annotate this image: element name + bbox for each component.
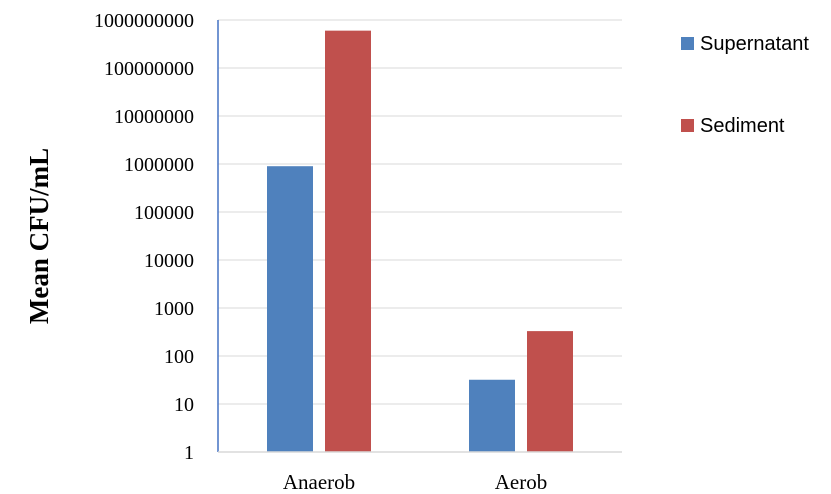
bars <box>267 30 573 453</box>
y-tick-labels: 1 10 100 1000 10000 100000 1000000 10000000 1000… <box>94 10 194 464</box>
y-tick-label: 1000 <box>154 298 194 320</box>
bar-supernatant-anaerob <box>267 166 313 453</box>
y-tick-label: 10 <box>174 394 194 416</box>
y-tick-label: 10000000 <box>114 106 194 128</box>
y-tick-label: 10000 <box>144 250 194 272</box>
x-category-label: Aerob <box>495 470 547 494</box>
bar-sediment-anaerob <box>325 30 371 452</box>
legend-swatch-sediment <box>681 119 694 132</box>
legend-label-supernatant: Supernatant <box>700 33 809 55</box>
y-axis-label: Mean CFU/mL <box>24 148 54 324</box>
x-category-labels: Anaerob Aerob <box>283 470 547 494</box>
legend-label-sediment: Sediment <box>700 115 785 137</box>
legend: Supernatant Sediment <box>681 33 809 137</box>
legend-swatch-supernatant <box>681 37 694 50</box>
y-tick-label: 1000000000 <box>94 10 194 32</box>
bar-supernatant-aerob <box>469 379 515 452</box>
y-tick-label: 1 <box>184 442 194 464</box>
y-tick-label: 100000000 <box>104 58 194 80</box>
x-category-label: Anaerob <box>283 470 355 494</box>
bar-sediment-aerob <box>527 331 573 452</box>
y-tick-label: 100000 <box>134 202 194 224</box>
y-tick-label: 1000000 <box>124 154 194 176</box>
y-tick-label: 100 <box>164 346 194 368</box>
